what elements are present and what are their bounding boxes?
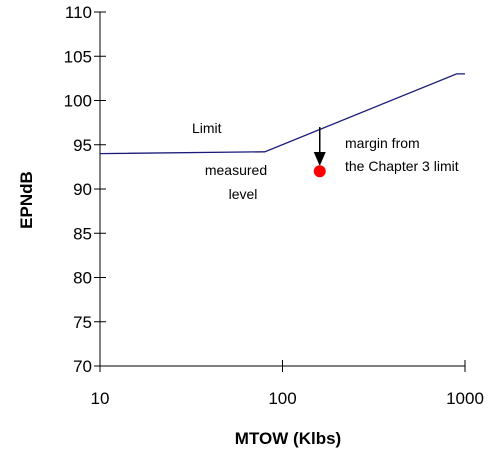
axes <box>99 12 465 367</box>
limit-line <box>99 73 465 155</box>
y-tick-label: 95 <box>73 136 92 155</box>
y-tick-label: 110 <box>65 3 92 22</box>
margin-label: margin from <box>345 135 420 151</box>
series-layer <box>99 73 465 155</box>
margin-arrow <box>313 127 326 166</box>
point-layer <box>313 165 326 178</box>
y-tick-label: 100 <box>64 92 92 111</box>
x-ticks: 10 100 1000 <box>91 360 484 408</box>
x-tick-label: 10 <box>91 389 110 408</box>
level-label: level <box>229 186 258 202</box>
limit-label: Limit <box>192 120 222 136</box>
y-tick-label: 105 <box>64 47 92 66</box>
x-axis-title: MTOW (Klbs) <box>235 429 341 448</box>
measured-label: measured <box>205 162 267 178</box>
x-tick-label: 100 <box>268 389 296 408</box>
y-tick-label: 70 <box>73 357 92 376</box>
y-axis-title: EPNdB <box>17 171 36 229</box>
y-tick-label: 75 <box>73 313 92 332</box>
y-tick-label: 85 <box>73 224 92 243</box>
x-tick-label: 1000 <box>446 389 484 408</box>
y-tick-label: 80 <box>73 269 92 288</box>
measured-point <box>313 165 326 178</box>
y-ticks: 70 75 80 85 90 95 100 105 110 <box>64 3 106 376</box>
chapter-3-limit-label: the Chapter 3 limit <box>345 158 459 174</box>
y-tick-label: 90 <box>73 180 92 199</box>
arrow-head-icon <box>313 151 326 166</box>
